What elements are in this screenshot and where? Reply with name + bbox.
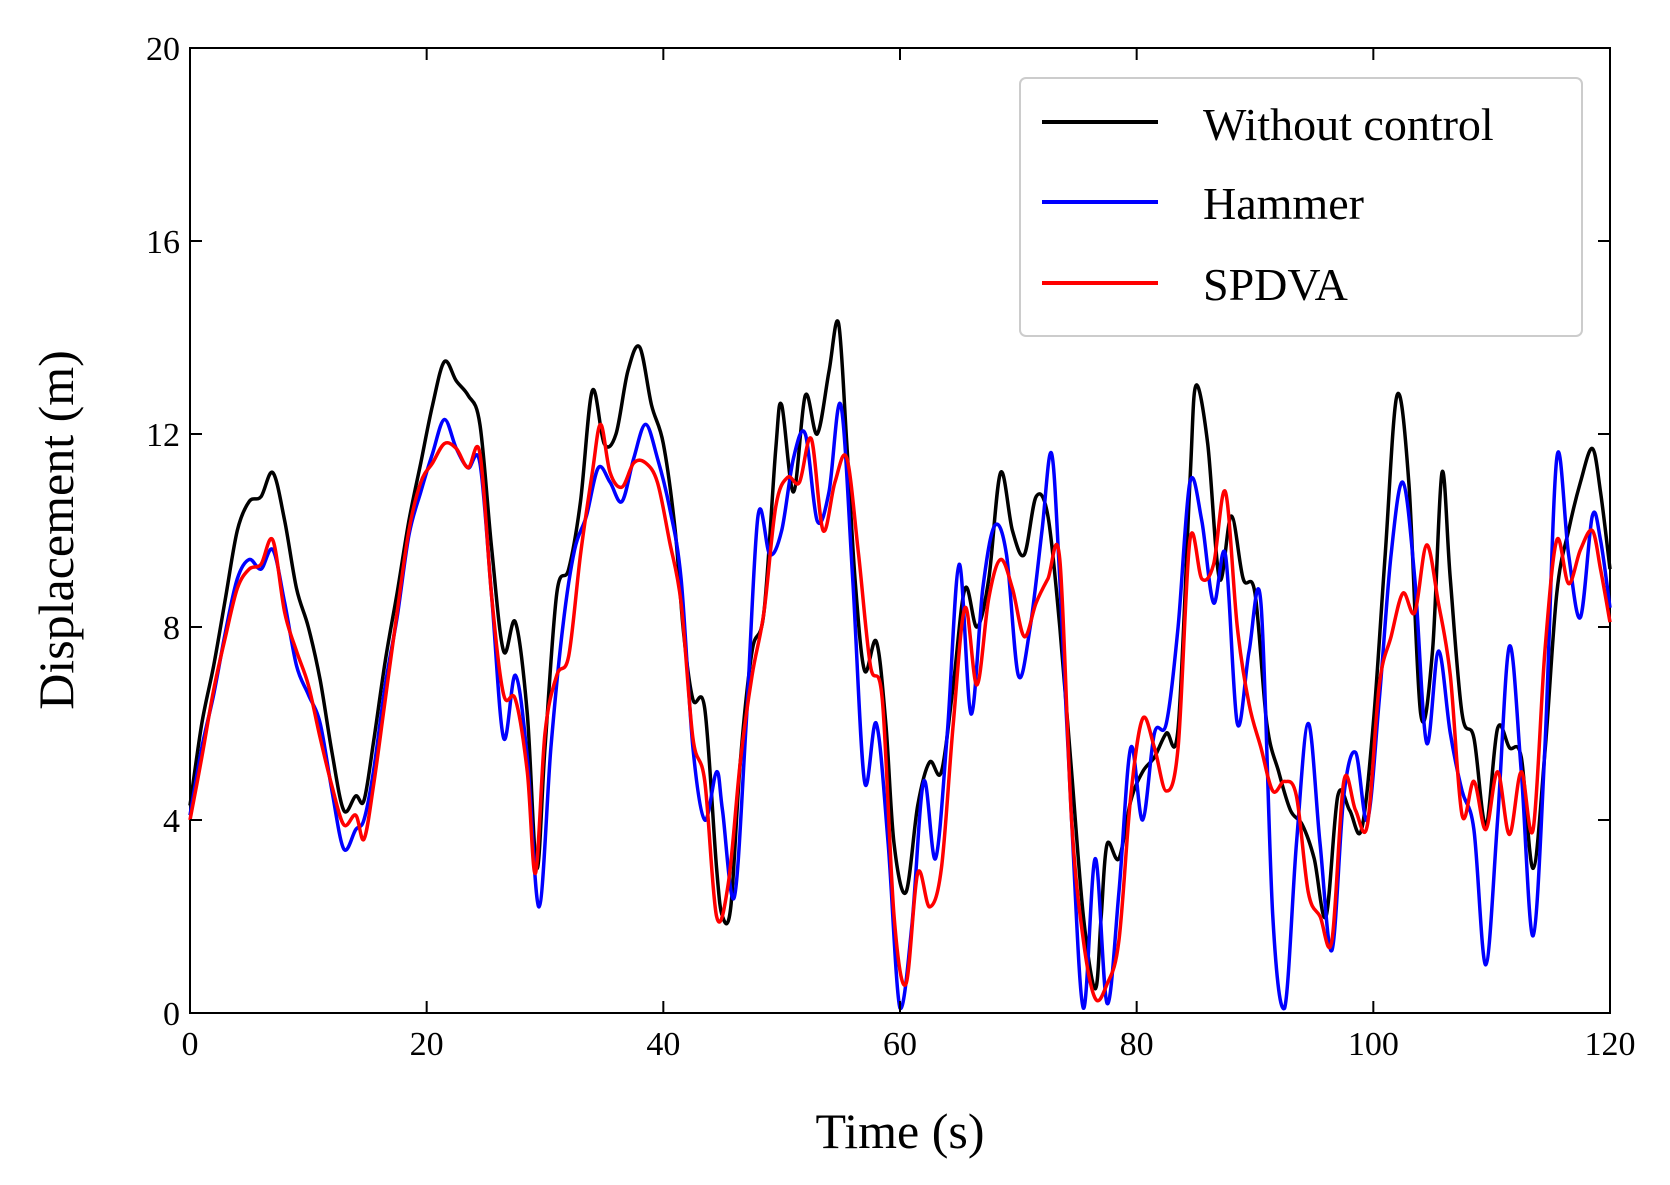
legend-label-without-control: Without control bbox=[1203, 99, 1494, 150]
legend-box bbox=[1019, 77, 1583, 337]
series-line-without-control bbox=[188, 319, 1612, 991]
y-axis-label: Displacement (m) bbox=[28, 350, 84, 710]
y-tick-label: 8 bbox=[163, 610, 180, 647]
x-tick-label: 60 bbox=[883, 1026, 917, 1063]
y-tick-label: 12 bbox=[146, 417, 180, 454]
y-tick-label: 4 bbox=[163, 803, 180, 840]
x-axis-label: Time (s) bbox=[815, 1103, 984, 1159]
x-tick-label: 40 bbox=[646, 1026, 680, 1063]
x-tick-label: 0 bbox=[182, 1026, 199, 1063]
legend: Without control Hammer SPDVA bbox=[1019, 77, 1583, 337]
legend-label-hammer: Hammer bbox=[1203, 178, 1364, 229]
x-tick-label: 120 bbox=[1585, 1026, 1636, 1063]
series-line-hammer bbox=[188, 401, 1612, 1011]
x-tick-label: 20 bbox=[410, 1026, 444, 1063]
y-tick-label: 16 bbox=[146, 224, 180, 261]
series-line-spdva bbox=[188, 422, 1612, 1003]
legend-label-spdva: SPDVA bbox=[1203, 259, 1348, 310]
x-tick-label: 100 bbox=[1348, 1026, 1399, 1063]
y-tick-label: 0 bbox=[163, 996, 180, 1033]
x-tick-label: 80 bbox=[1120, 1026, 1154, 1063]
y-tick-label: 20 bbox=[146, 31, 180, 68]
series-layer bbox=[188, 319, 1612, 1011]
tick-layer: 0 20 40 60 80 100 120 0 4 8 12 16 20 bbox=[146, 31, 1636, 1063]
